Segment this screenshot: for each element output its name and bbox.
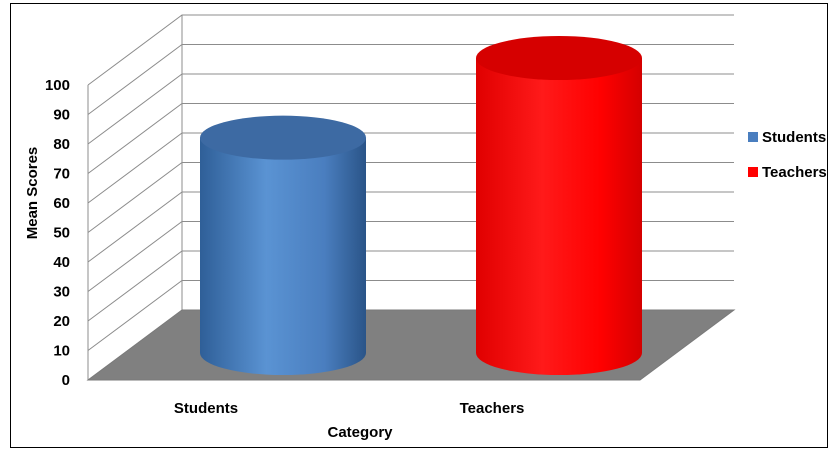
y-tick-label: 50 — [53, 225, 70, 242]
chart-border — [10, 3, 828, 448]
y-tick-label: 30 — [53, 284, 70, 301]
y-axis-ticks: 0 10 20 30 40 50 60 70 80 90 100 — [45, 77, 70, 389]
y-tick-label: 0 — [62, 372, 70, 389]
y-tick-label: 20 — [53, 313, 70, 330]
legend-label: Students — [762, 129, 826, 146]
bars — [200, 36, 642, 375]
bar-teachers — [476, 36, 642, 375]
bar-students — [200, 115, 366, 375]
y-tick-label: 100 — [45, 77, 70, 94]
bar-body — [200, 137, 366, 375]
x-axis-ticks: Students Teachers — [174, 400, 524, 417]
y-axis-title: Mean Scores — [24, 147, 41, 240]
y-tick-label: 80 — [53, 136, 70, 153]
legend-label: Teachers — [762, 164, 827, 181]
bar-top — [200, 115, 366, 160]
x-tick-label: Teachers — [460, 400, 525, 417]
bar-top — [476, 36, 642, 80]
y-tick-label: 40 — [53, 254, 70, 271]
y-tick-label: 60 — [53, 195, 70, 212]
y-tick-label: 70 — [53, 166, 70, 183]
bar-body — [476, 58, 642, 375]
legend-swatch — [748, 167, 758, 177]
y-tick-label: 10 — [53, 343, 70, 360]
legend-swatch — [748, 132, 758, 142]
x-tick-label: Students — [174, 400, 238, 417]
chart-back-wall — [87, 14, 734, 380]
x-axis-title: Category — [327, 424, 393, 441]
legend: Students Teachers — [748, 129, 827, 181]
y-tick-label: 90 — [53, 107, 70, 124]
